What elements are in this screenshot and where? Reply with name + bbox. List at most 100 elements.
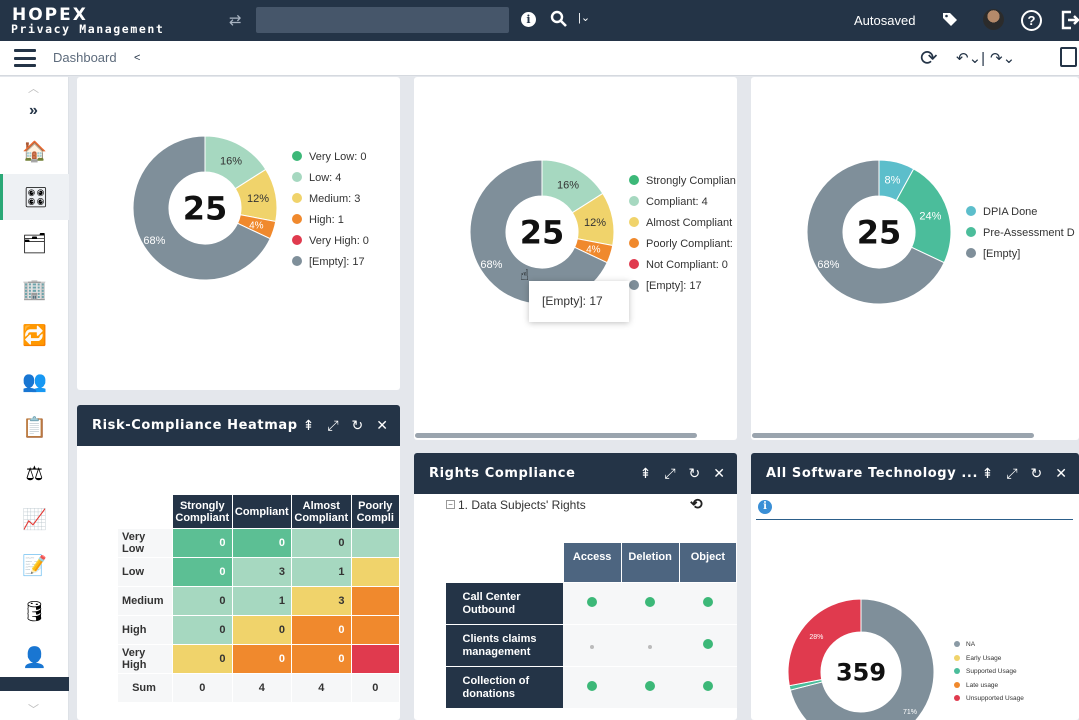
- close-icon[interactable]: ✕: [1055, 465, 1067, 481]
- legend-item[interactable]: [Empty]: 17: [292, 256, 365, 268]
- home-icon[interactable]: 🏠: [22, 140, 47, 163]
- heatmap-cell[interactable]: 3: [231, 557, 293, 587]
- horizontal-scrollbar[interactable]: [752, 433, 1034, 438]
- heatmap-cell[interactable]: 1: [291, 557, 352, 587]
- legend-item[interactable]: Not Compliant: 0: [629, 259, 728, 271]
- legend-item[interactable]: Low: 4: [292, 172, 341, 184]
- swap-icon[interactable]: ⇄: [229, 12, 242, 29]
- process-icon[interactable]: 🔁: [22, 324, 47, 347]
- legend-item[interactable]: Supported Usage: [954, 668, 1017, 675]
- tree-node[interactable]: 1. Data Subjects' Rights: [458, 498, 586, 512]
- heatmap-cell[interactable]: [350, 615, 400, 645]
- heatmap-cell[interactable]: 0: [172, 557, 233, 587]
- breadcrumb[interactable]: Dashboard: [53, 50, 117, 65]
- status-cell[interactable]: [621, 582, 680, 625]
- legend-item[interactable]: NA: [954, 641, 975, 648]
- legend-item[interactable]: Compliant: 4: [629, 196, 708, 208]
- menu-icon[interactable]: [14, 49, 36, 67]
- status-cell[interactable]: [679, 624, 737, 667]
- heatmap-cell[interactable]: 0: [350, 673, 400, 703]
- collapse-icon[interactable]: ⇞: [302, 417, 315, 433]
- chevron-down-icon[interactable]: |⌄: [578, 12, 591, 24]
- row-label[interactable]: Collection of donations: [445, 666, 564, 709]
- heatmap-cell[interactable]: [350, 586, 400, 616]
- search-icon[interactable]: [550, 10, 568, 33]
- collapse-icon[interactable]: ⇞: [981, 465, 994, 481]
- scroll-down-icon[interactable]: ﹀: [28, 704, 39, 716]
- expand-sidebar-icon[interactable]: »: [29, 102, 38, 119]
- undo-icon[interactable]: ↶⌄|: [956, 50, 986, 67]
- legend-item[interactable]: Almost Compliant: [629, 217, 732, 229]
- scroll-up-icon[interactable]: ︿: [28, 83, 39, 95]
- donut-segment[interactable]: [806, 159, 945, 305]
- expand-icon[interactable]: ⤢: [1006, 465, 1018, 481]
- heatmap-cell[interactable]: 0: [172, 644, 233, 674]
- status-cell[interactable]: [621, 666, 680, 709]
- collapse-icon[interactable]: ⇞: [639, 465, 652, 481]
- donut-segment[interactable]: [132, 135, 271, 281]
- legend-item[interactable]: [Empty]: 17: [629, 280, 702, 292]
- refresh-icon[interactable]: ⟳: [920, 47, 938, 70]
- legend-item[interactable]: [Empty]: [966, 248, 1020, 260]
- report-icon[interactable]: [1060, 47, 1077, 67]
- share-icon[interactable]: <: [134, 52, 141, 64]
- heatmap-cell[interactable]: [350, 528, 400, 558]
- status-cell[interactable]: [563, 582, 622, 625]
- heatmap-cell[interactable]: 0: [172, 586, 233, 616]
- tree-collapse-icon[interactable]: −: [446, 500, 455, 509]
- legend-item[interactable]: Pre-Assessment D: [966, 227, 1075, 239]
- heatmap-cell[interactable]: 0: [231, 615, 293, 645]
- legend-item[interactable]: Late usage: [954, 681, 998, 689]
- heatmap-cell[interactable]: 3: [291, 586, 352, 616]
- donut-segment[interactable]: [895, 168, 952, 264]
- heatmap-cell[interactable]: [350, 644, 400, 674]
- status-cell[interactable]: [679, 666, 737, 709]
- heatmap-cell[interactable]: 0: [172, 528, 233, 558]
- heatmap-cell[interactable]: 0: [291, 615, 352, 645]
- refresh-icon[interactable]: ↻: [351, 417, 364, 433]
- edit-icon[interactable]: 📝: [22, 554, 47, 577]
- close-icon[interactable]: ✕: [713, 465, 725, 481]
- refresh-icon[interactable]: ↻: [688, 465, 701, 481]
- heatmap-cell[interactable]: 0: [172, 673, 233, 703]
- database-icon[interactable]: 🛢: [21, 600, 48, 623]
- donut-segment[interactable]: [789, 598, 935, 720]
- hierarchy-icon[interactable]: 🗂: [21, 232, 48, 255]
- legend-item[interactable]: Poorly Compliant:: [629, 238, 733, 250]
- search-input[interactable]: [256, 7, 509, 33]
- scales-icon[interactable]: ⚖: [25, 462, 44, 485]
- legend-item[interactable]: High: 1: [292, 214, 344, 226]
- info-icon[interactable]: i: [521, 12, 536, 27]
- dashboard-icon[interactable]: 🎛: [0, 174, 69, 220]
- heatmap-cell[interactable]: [350, 557, 400, 587]
- status-cell[interactable]: [563, 666, 622, 709]
- heatmap-cell[interactable]: 0: [291, 644, 352, 674]
- legend-item[interactable]: DPIA Done: [966, 206, 1037, 218]
- tag-icon[interactable]: [942, 11, 958, 32]
- heatmap-cell[interactable]: 0: [291, 528, 352, 558]
- status-cell[interactable]: [621, 624, 680, 667]
- avatar[interactable]: [983, 9, 1004, 30]
- horizontal-scrollbar[interactable]: [415, 433, 697, 438]
- legend-item[interactable]: Very Low: 0: [292, 151, 366, 163]
- heatmap-cell[interactable]: 1: [231, 586, 293, 616]
- donut-segment[interactable]: [787, 598, 862, 687]
- expand-icon[interactable]: ⤢: [327, 417, 339, 433]
- heatmap-cell[interactable]: 0: [172, 615, 233, 645]
- legend-item[interactable]: Very High: 0: [292, 235, 369, 247]
- heatmap-cell[interactable]: 0: [231, 528, 293, 558]
- heatmap-cell[interactable]: 4: [231, 673, 293, 703]
- legend-item[interactable]: Strongly Complian: [629, 175, 736, 187]
- status-cell[interactable]: [563, 624, 622, 667]
- status-cell[interactable]: [679, 582, 737, 625]
- expand-icon[interactable]: ⤢: [664, 465, 676, 481]
- row-label[interactable]: Clients claims management: [445, 624, 564, 667]
- clipboard-icon[interactable]: 📋: [22, 416, 47, 439]
- legend-item[interactable]: Early Usage: [954, 654, 1001, 662]
- close-icon[interactable]: ✕: [376, 417, 388, 433]
- legend-item[interactable]: Medium: 3: [292, 193, 360, 205]
- row-label[interactable]: Call Center Outbound: [445, 582, 564, 625]
- logout-icon[interactable]: [1060, 10, 1079, 35]
- refresh-icon[interactable]: ↻: [1030, 465, 1043, 481]
- flow-icon[interactable]: 📈: [22, 508, 47, 531]
